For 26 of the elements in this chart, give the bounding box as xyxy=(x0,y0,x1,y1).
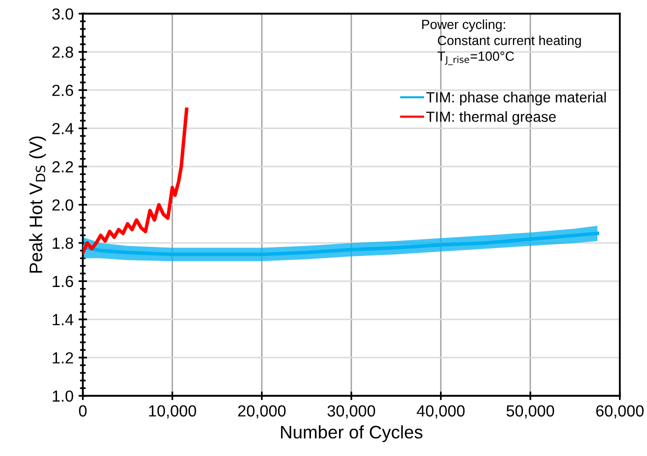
legend-label: TIM: thermal grease xyxy=(426,111,556,125)
line-series xyxy=(82,107,188,254)
x-tick-label: 0 xyxy=(79,405,87,417)
y-tick-label: 2.4 xyxy=(52,122,74,134)
x-tick-label: 40,000 xyxy=(416,405,465,418)
x-tick-label: 10,000 xyxy=(149,405,196,418)
x-tick-label: 60,000 xyxy=(596,405,644,418)
y-tick-label: 2.6 xyxy=(52,84,74,96)
y-tick-label: 2.2 xyxy=(52,161,73,172)
y-tick-label: 3.0 xyxy=(52,8,74,20)
y-tick-label: 2.8 xyxy=(52,46,74,58)
x-tick-label: 20,000 xyxy=(238,405,286,418)
y-tick-label: 1.4 xyxy=(52,314,74,326)
y-tick-label: 1.2 xyxy=(52,352,73,364)
annotation: Power cycling: xyxy=(422,19,505,32)
annotation: T$_{J_rise}$=100°C xyxy=(438,52,514,66)
x-tick-label: 30,000 xyxy=(328,405,376,418)
legend-label: TIM: phase change material xyxy=(426,92,606,106)
y-tick-label: 2.0 xyxy=(52,199,74,211)
x-tick-label: 50,000 xyxy=(506,405,554,418)
y-tick-label: 1.8 xyxy=(52,238,74,249)
y-tick-label: 1.0 xyxy=(52,390,74,402)
annotation: Constant current heating xyxy=(438,35,581,48)
y-axis-title: Peak Hot V$_{DS}$ (V) xyxy=(29,136,46,273)
x-axis-title: Number of Cycles xyxy=(281,425,422,442)
y-tick-label: 1.6 xyxy=(52,276,74,288)
